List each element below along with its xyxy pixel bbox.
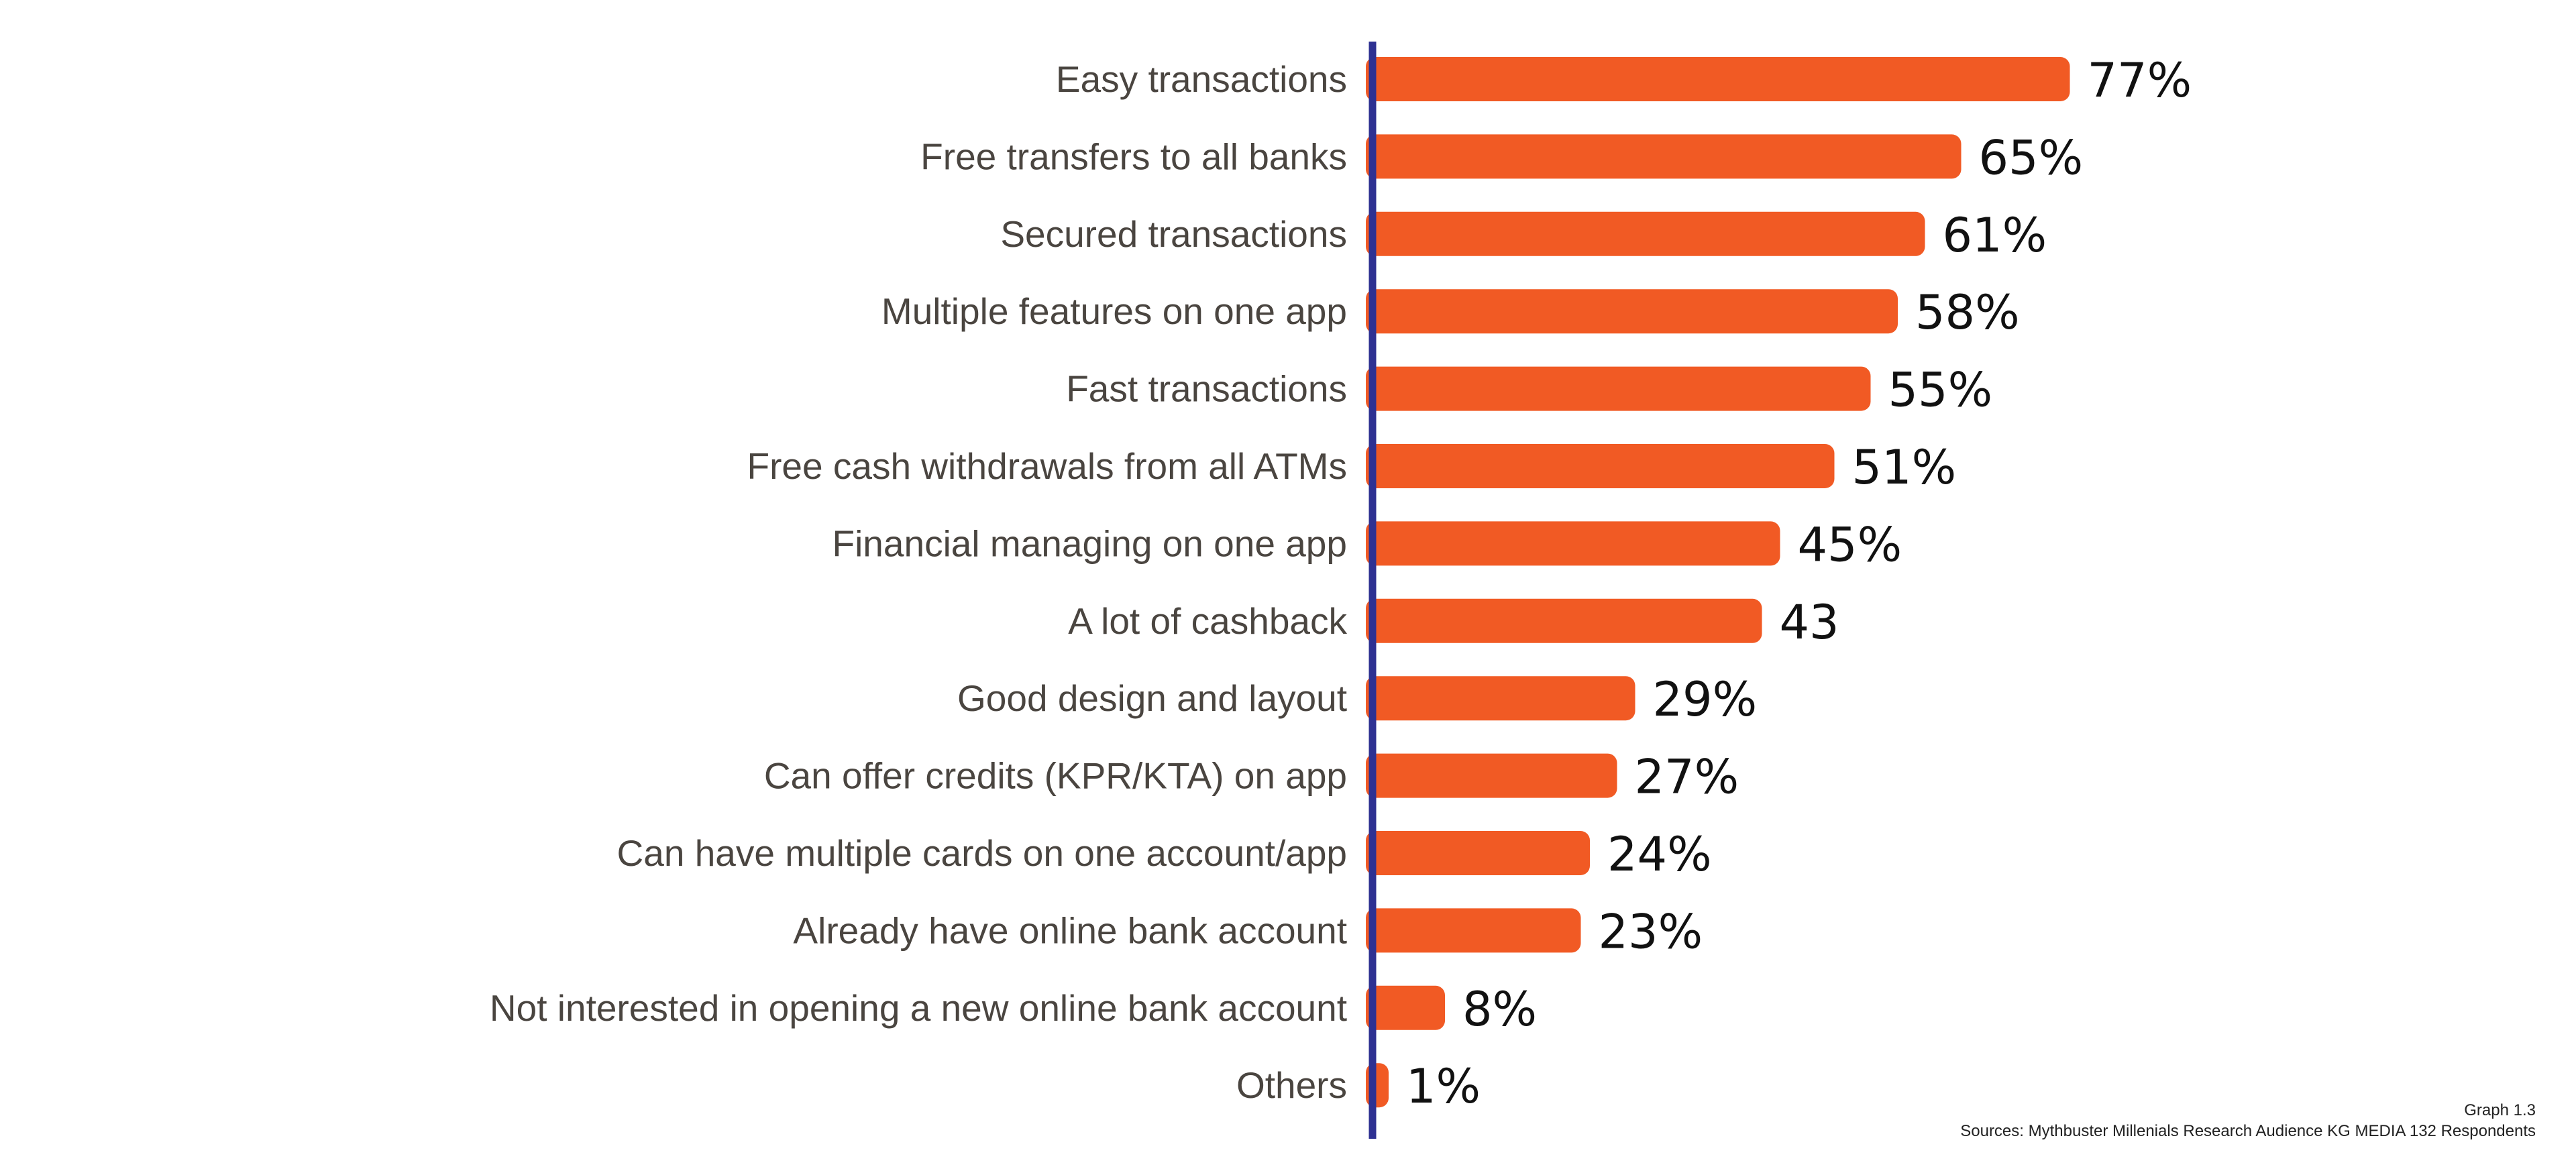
value-label-0: 77% xyxy=(2088,53,2192,108)
bar-3 xyxy=(1366,289,1898,334)
category-label-9: Can offer credits (KPR/KTA) on app xyxy=(764,755,1347,797)
category-label-1: Free transfers to all banks xyxy=(920,135,1347,177)
category-label-12: Not interested in opening a new online b… xyxy=(490,987,1347,1029)
category-label-0: Easy transactions xyxy=(1056,58,1347,100)
value-label-8: 29% xyxy=(1653,672,1758,727)
bar-8 xyxy=(1366,676,1635,721)
category-label-13: Others xyxy=(1236,1064,1347,1106)
category-label-3: Multiple features on one app xyxy=(881,290,1347,332)
category-labels-group: Easy transactions Free transfers to all b… xyxy=(490,58,1348,1106)
value-label-4: 55% xyxy=(1888,363,1993,418)
category-label-8: Good design and layout xyxy=(957,677,1347,719)
value-label-9: 27% xyxy=(1635,750,1739,805)
bar-0 xyxy=(1366,57,2070,101)
category-label-10: Can have multiple cards on one account/a… xyxy=(617,832,1347,874)
value-label-1: 65% xyxy=(1979,130,2084,185)
value-label-6: 45% xyxy=(1798,517,1902,572)
source-note: Sources: Mythbuster Millenials Research … xyxy=(1960,1122,2536,1140)
value-label-3: 58% xyxy=(1915,285,2020,340)
value-label-11: 23% xyxy=(1599,904,1703,959)
value-label-13: 1% xyxy=(1406,1059,1481,1114)
bar-6 xyxy=(1366,521,1780,566)
value-label-2: 61% xyxy=(1943,208,2047,263)
category-label-2: Secured transactions xyxy=(1000,213,1347,255)
bar-4 xyxy=(1366,366,1871,411)
bar-7 xyxy=(1366,598,1762,643)
value-label-12: 8% xyxy=(1462,982,1537,1037)
category-label-5: Free cash withdrawals from all ATMs xyxy=(747,445,1347,487)
value-label-7: 43 xyxy=(1780,595,1839,650)
bar-2 xyxy=(1366,211,1925,256)
bar-9 xyxy=(1366,753,1617,798)
bar-12 xyxy=(1366,985,1445,1030)
category-label-11: Already have online bank account xyxy=(793,909,1347,951)
category-label-4: Fast transactions xyxy=(1066,368,1347,410)
graph-number: Graph 1.3 xyxy=(2464,1101,2536,1119)
bar-10 xyxy=(1366,831,1590,875)
value-labels-group: 77%65% 61% 58% 55% 51% 45% 43 29% 27% 24% 23% 8% 1% xyxy=(1406,53,2192,1114)
category-label-6: Financial managing on one app xyxy=(832,522,1347,564)
bar-1 xyxy=(1366,134,1962,179)
category-label-7: A lot of cashback xyxy=(1068,600,1347,642)
bar-11 xyxy=(1366,908,1581,953)
value-label-5: 51% xyxy=(1852,440,1957,495)
value-label-10: 24% xyxy=(1607,827,1712,882)
bar-5 xyxy=(1366,444,1835,488)
